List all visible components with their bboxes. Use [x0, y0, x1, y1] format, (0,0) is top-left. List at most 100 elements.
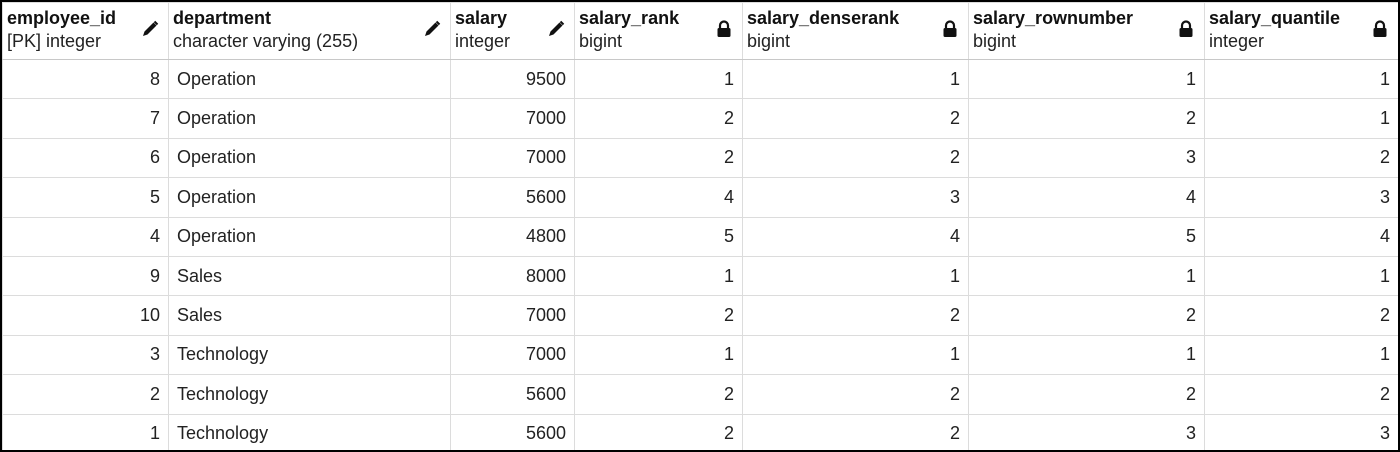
cell-salary-rownumber[interactable]: 4	[968, 177, 1205, 218]
cell-salary-quantile[interactable]: 3	[1204, 177, 1398, 218]
column-header-department[interactable]: department character varying (255)	[168, 2, 451, 60]
column-header-salary[interactable]: salary integer	[450, 2, 575, 60]
cell-employee-id[interactable]: 7	[2, 98, 169, 139]
pencil-icon[interactable]	[422, 19, 442, 39]
cell-salary[interactable]: 5600	[450, 374, 575, 415]
cell-department[interactable]: Operation	[168, 137, 451, 179]
table-row[interactable]: 1 Technology 5600 2 2 3 3	[2, 413, 1398, 450]
cell-salary-rownumber[interactable]: 2	[968, 295, 1205, 336]
cell-salary[interactable]: 7000	[450, 98, 575, 139]
cell-salary-rownumber[interactable]: 3	[968, 137, 1205, 179]
cell-salary-rownumber[interactable]: 2	[968, 98, 1205, 139]
cell-employee-id[interactable]: 8	[2, 58, 169, 100]
cell-salary-rownumber[interactable]: 5	[968, 216, 1205, 257]
cell-salary-rank[interactable]: 2	[574, 413, 743, 450]
cell-salary-denserank[interactable]: 2	[742, 413, 969, 450]
table-row[interactable]: 10 Sales 7000 2 2 2 2	[2, 295, 1398, 336]
table-row[interactable]: 5 Operation 5600 4 3 4 3	[2, 177, 1398, 218]
table-row[interactable]: 9 Sales 8000 1 1 1 1	[2, 255, 1398, 297]
cell-salary-quantile[interactable]: 1	[1204, 255, 1398, 297]
column-name: salary_rownumber	[973, 8, 1134, 28]
cell-salary-rownumber[interactable]: 1	[968, 334, 1205, 376]
cell-salary[interactable]: 7000	[450, 295, 575, 336]
cell-salary-denserank[interactable]: 4	[742, 216, 969, 257]
cell-salary-quantile[interactable]: 3	[1204, 413, 1398, 450]
cell-salary-rank[interactable]: 2	[574, 295, 743, 336]
cell-salary-rank[interactable]: 2	[574, 137, 743, 179]
column-header-salary-quantile[interactable]: salary_quantile integer	[1204, 2, 1398, 60]
cell-salary-denserank[interactable]: 1	[742, 255, 969, 297]
cell-salary-rank[interactable]: 1	[574, 255, 743, 297]
cell-salary-quantile[interactable]: 2	[1204, 295, 1398, 336]
cell-salary[interactable]: 8000	[450, 255, 575, 297]
cell-department[interactable]: Sales	[168, 255, 451, 297]
cell-salary[interactable]: 4800	[450, 216, 575, 257]
cell-employee-id[interactable]: 9	[2, 255, 169, 297]
column-type: integer	[455, 31, 511, 51]
cell-salary-denserank[interactable]: 1	[742, 58, 969, 100]
cell-salary-rownumber[interactable]: 2	[968, 374, 1205, 415]
cell-department[interactable]: Sales	[168, 295, 451, 336]
cell-salary-rank[interactable]: 2	[574, 374, 743, 415]
cell-salary-denserank[interactable]: 3	[742, 177, 969, 218]
column-header-salary-denserank[interactable]: salary_denserank bigint	[742, 2, 969, 60]
cell-employee-id[interactable]: 1	[2, 413, 169, 450]
cell-salary-rank[interactable]: 4	[574, 177, 743, 218]
cell-salary-denserank[interactable]: 2	[742, 374, 969, 415]
cell-employee-id[interactable]: 3	[2, 334, 169, 376]
table-row[interactable]: 3 Technology 7000 1 1 1 1	[2, 334, 1398, 376]
cell-employee-id[interactable]: 4	[2, 216, 169, 257]
column-header-salary-rank[interactable]: salary_rank bigint	[574, 2, 743, 60]
cell-department[interactable]: Technology	[168, 374, 451, 415]
table-row[interactable]: 8 Operation 9500 1 1 1 1	[2, 58, 1398, 100]
header-row: employee_id [PK] integer department char…	[2, 2, 1398, 60]
cell-salary-rank[interactable]: 5	[574, 216, 743, 257]
cell-department[interactable]: Operation	[168, 58, 451, 100]
cell-salary-rank[interactable]: 2	[574, 98, 743, 139]
cell-salary-rank[interactable]: 1	[574, 58, 743, 100]
cell-salary[interactable]: 7000	[450, 334, 575, 376]
cell-salary[interactable]: 7000	[450, 137, 575, 179]
cell-department[interactable]: Technology	[168, 334, 451, 376]
cell-salary-quantile[interactable]: 2	[1204, 374, 1398, 415]
cell-salary-quantile[interactable]: 1	[1204, 58, 1398, 100]
column-header-salary-rownumber[interactable]: salary_rownumber bigint	[968, 2, 1205, 60]
cell-employee-id[interactable]: 2	[2, 374, 169, 415]
cell-department[interactable]: Operation	[168, 177, 451, 218]
column-type: character varying (255)	[173, 31, 359, 51]
cell-salary-denserank[interactable]: 2	[742, 295, 969, 336]
cell-salary-rownumber[interactable]: 1	[968, 255, 1205, 297]
cell-salary-quantile[interactable]: 2	[1204, 137, 1398, 179]
cell-employee-id[interactable]: 6	[2, 137, 169, 179]
table-row[interactable]: 2 Technology 5600 2 2 2 2	[2, 374, 1398, 415]
cell-department[interactable]: Operation	[168, 216, 451, 257]
cell-salary-rank[interactable]: 1	[574, 334, 743, 376]
pencil-icon[interactable]	[546, 19, 566, 39]
table-row[interactable]: 7 Operation 7000 2 2 2 1	[2, 98, 1398, 139]
pencil-icon[interactable]	[140, 19, 160, 39]
cell-salary-quantile[interactable]: 1	[1204, 98, 1398, 139]
column-type: integer	[1209, 31, 1265, 51]
cell-department[interactable]: Technology	[168, 413, 451, 450]
cell-salary[interactable]: 9500	[450, 58, 575, 100]
cell-salary-denserank[interactable]: 2	[742, 137, 969, 179]
table-row[interactable]: 4 Operation 4800 5 4 5 4	[2, 216, 1398, 257]
column-type: [PK] integer	[7, 31, 102, 51]
column-type: bigint	[579, 31, 623, 51]
table-row[interactable]: 6 Operation 7000 2 2 3 2	[2, 137, 1398, 179]
column-type: bigint	[747, 31, 791, 51]
cell-employee-id[interactable]: 5	[2, 177, 169, 218]
column-type: bigint	[973, 31, 1017, 51]
cell-employee-id[interactable]: 10	[2, 295, 169, 336]
cell-salary[interactable]: 5600	[450, 177, 575, 218]
column-header-employee-id[interactable]: employee_id [PK] integer	[2, 2, 169, 60]
cell-salary[interactable]: 5600	[450, 413, 575, 450]
cell-salary-denserank[interactable]: 2	[742, 98, 969, 139]
cell-salary-denserank[interactable]: 1	[742, 334, 969, 376]
cell-salary-rownumber[interactable]: 3	[968, 413, 1205, 450]
cell-salary-quantile[interactable]: 4	[1204, 216, 1398, 257]
cell-salary-rownumber[interactable]: 1	[968, 58, 1205, 100]
cell-salary-quantile[interactable]: 1	[1204, 334, 1398, 376]
cell-department[interactable]: Operation	[168, 98, 451, 139]
